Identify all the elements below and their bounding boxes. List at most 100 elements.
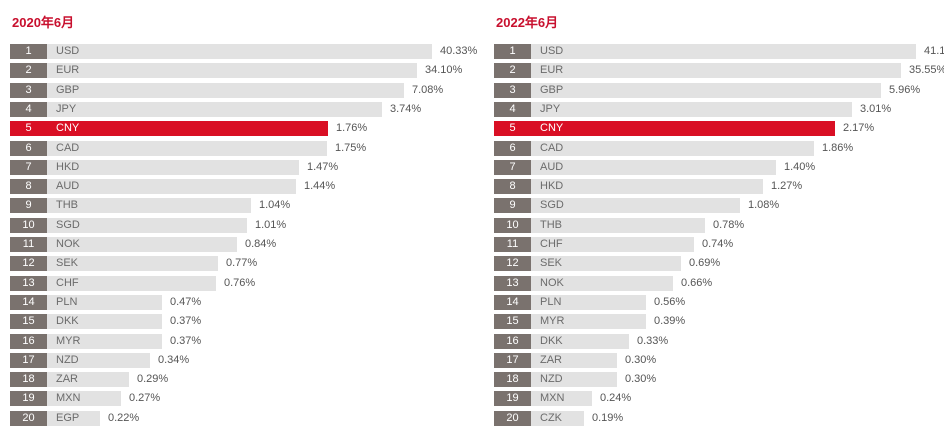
bar-2022-sgd <box>531 198 740 214</box>
currency-label: CHF <box>56 276 79 289</box>
value-label: 3.74% <box>390 102 422 115</box>
value-label: 1.04% <box>259 199 291 212</box>
rank-badge: 2 <box>10 63 47 79</box>
currency-label: AUD <box>540 160 564 173</box>
bar-2022-thb <box>531 217 705 233</box>
bar-2020-usd <box>47 44 432 59</box>
rank-badge: 4 <box>10 101 47 117</box>
rank-badge: 20 <box>10 410 47 426</box>
value-label: 2.17% <box>843 122 875 135</box>
bar-2022-gbp <box>531 82 881 98</box>
rank-badge: 2 <box>494 63 531 79</box>
bar-2020-dkk <box>47 314 162 330</box>
currency-label: MXN <box>540 392 565 405</box>
value-label: 0.30% <box>625 353 657 366</box>
value-label: 1.01% <box>255 218 287 231</box>
rank-badge: 10 <box>10 217 47 233</box>
value-label: 0.69% <box>689 257 721 270</box>
rank-badge: 13 <box>494 275 531 291</box>
bar-2020-egp <box>47 410 100 426</box>
bar-2022-eur <box>531 63 901 79</box>
bar-2020-zar <box>47 372 129 388</box>
rank-badge: 9 <box>10 198 47 214</box>
currency-label: PLN <box>540 295 562 308</box>
currency-label: CNY <box>56 122 80 135</box>
value-label: 1.27% <box>771 180 803 193</box>
currency-label: AUD <box>56 180 80 193</box>
rank-badge: 7 <box>10 159 47 175</box>
currency-label: MXN <box>56 392 81 405</box>
rank-badge: 10 <box>494 217 531 233</box>
value-label: 0.39% <box>654 315 686 328</box>
rank-badge: 5 <box>494 121 531 137</box>
value-label: 0.19% <box>592 411 624 424</box>
currency-label: EUR <box>540 64 564 77</box>
currency-label: THB <box>56 199 78 212</box>
currency-label: PLN <box>56 295 78 308</box>
bar-2022-pln <box>531 294 646 310</box>
rank-badge: 18 <box>10 372 47 388</box>
value-label: 0.24% <box>600 392 632 405</box>
bar-2022-myr <box>531 314 646 330</box>
value-label: 0.77% <box>226 257 258 270</box>
bar-2020-mxn <box>47 391 121 407</box>
currency-label: CZK <box>540 411 562 424</box>
value-label: 35.55% <box>909 64 944 77</box>
bar-2022-nok <box>531 275 673 291</box>
value-label: 0.30% <box>625 373 657 386</box>
bar-2020-cad <box>47 140 327 156</box>
rank-badge: 11 <box>10 237 47 252</box>
rank-badge: 17 <box>494 352 531 368</box>
currency-label: JPY <box>540 102 561 115</box>
value-label: 3.01% <box>860 102 892 115</box>
currency-label: NOK <box>56 238 80 250</box>
value-label: 0.37% <box>170 315 202 328</box>
bar-2022-dkk <box>531 333 629 349</box>
value-label: 0.37% <box>170 334 202 347</box>
value-label: 0.22% <box>108 411 140 424</box>
value-label: 1.08% <box>748 199 780 212</box>
rank-badge: 3 <box>494 82 531 98</box>
rank-badge: 4 <box>494 101 531 117</box>
currency-label: NZD <box>540 373 563 386</box>
currency-label: CNY <box>540 122 564 135</box>
bar-2020-gbp <box>47 82 404 98</box>
rank-badge: 5 <box>10 121 47 137</box>
value-label: 40.33% <box>440 45 478 57</box>
currency-label: MYR <box>540 315 565 328</box>
bar-2020-nzd <box>47 352 150 368</box>
bar-2020-eur <box>47 63 417 79</box>
rank-badge: 19 <box>494 391 531 407</box>
rank-badge: 20 <box>494 410 531 426</box>
currency-label: SEK <box>540 257 563 270</box>
value-label: 1.76% <box>336 122 368 135</box>
currency-label: ZAR <box>56 373 78 386</box>
rank-badge: 12 <box>10 256 47 272</box>
bar-2022-chf <box>531 237 694 252</box>
currency-label: SGD <box>540 199 564 212</box>
rank-badge: 16 <box>494 333 531 349</box>
value-label: 0.27% <box>129 392 161 405</box>
bar-2020-aud <box>47 179 296 195</box>
value-label: 1.40% <box>784 160 816 173</box>
value-label: 0.56% <box>654 295 686 308</box>
bar-2022-zar <box>531 352 617 368</box>
bar-2022-czk <box>531 410 584 426</box>
rank-badge: 3 <box>10 82 47 98</box>
currency-label: CAD <box>56 141 80 154</box>
chart-panel-2020: 2020年6月 1 USD 40.33% 2 EUR 34.10% 3 GBP 7.08% 4 JP… <box>10 0 477 433</box>
currency-label: GBP <box>540 83 564 96</box>
rank-badge: 15 <box>494 314 531 330</box>
currency-label: GBP <box>56 83 80 96</box>
value-label: 0.78% <box>713 218 745 231</box>
value-label: 0.34% <box>158 353 190 366</box>
value-label: 0.47% <box>170 295 202 308</box>
chart-title-2020: 2020年6月 <box>12 15 75 30</box>
rank-badge: 7 <box>494 159 531 175</box>
bar-2020-sgd <box>47 217 247 233</box>
bar-2022-mxn <box>531 391 592 407</box>
currency-label: ZAR <box>540 353 562 366</box>
rank-badge: 1 <box>494 44 531 59</box>
currency-label: NOK <box>540 276 564 289</box>
bar-2022-cad <box>531 140 814 156</box>
